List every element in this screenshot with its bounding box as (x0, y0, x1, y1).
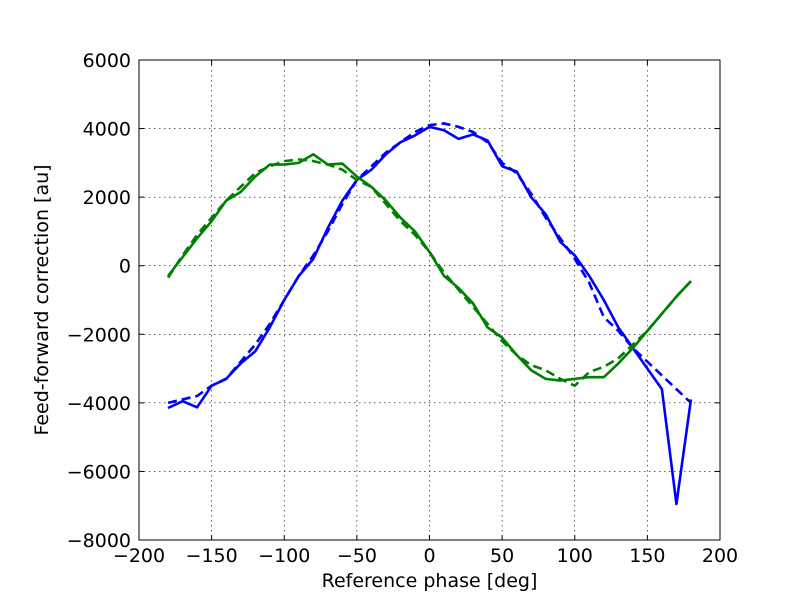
x-tick-label: −100 (258, 545, 310, 567)
x-tick-label: 100 (557, 545, 593, 567)
x-tick-label: 150 (629, 545, 665, 567)
series-line-3 (167, 152, 692, 382)
y-tick-label: −4000 (67, 393, 131, 415)
x-tick-label: −200 (113, 545, 165, 567)
x-tick-label: −50 (337, 545, 377, 567)
y-tick-label: −2000 (67, 324, 131, 346)
series-line-2 (167, 122, 692, 405)
y-tick-label: 4000 (83, 119, 131, 141)
x-axis-label: Reference phase [deg] (322, 570, 538, 592)
y-tick-label: −6000 (67, 461, 131, 483)
y-tick-label: 6000 (83, 50, 131, 72)
series-line-1 (167, 125, 693, 506)
x-tick-label: 0 (423, 545, 435, 567)
y-tick-label: 0 (119, 256, 131, 278)
series-group (166, 122, 693, 506)
y-tick-label: 2000 (83, 187, 131, 209)
x-tick-label: 200 (702, 545, 738, 567)
x-tick-label: 50 (490, 545, 514, 567)
y-axis-label: Feed-forward correction [au] (31, 164, 53, 435)
ticks: −200 −150 −100 −50 0 50 100 150 200 −8000 −6000 −40… (67, 50, 738, 567)
grid (139, 60, 720, 540)
y-tick-label: −8000 (67, 530, 131, 552)
x-tick-label: −150 (186, 545, 238, 567)
